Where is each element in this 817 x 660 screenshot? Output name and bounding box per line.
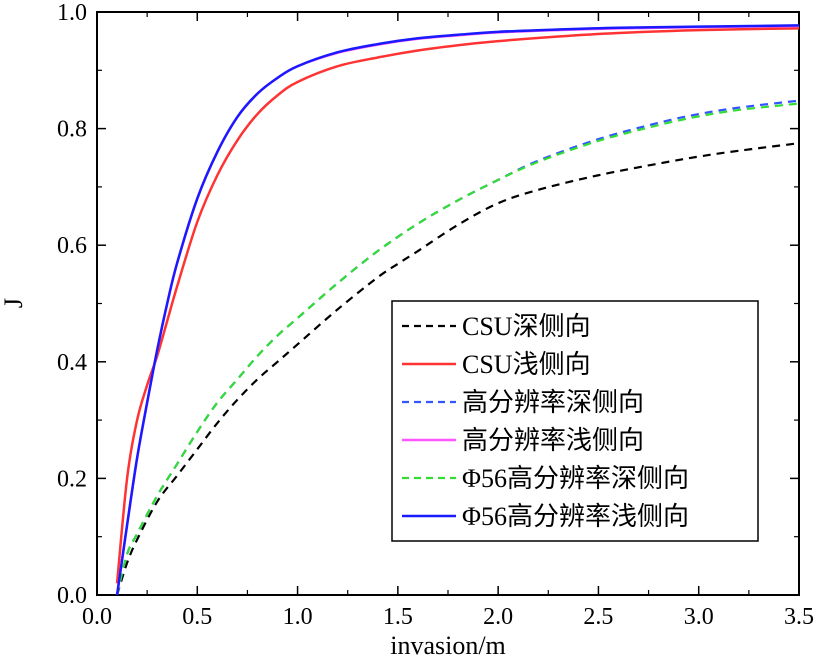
y-tick-label: 0.4 — [57, 350, 87, 376]
legend-label-4: 高分辨率浅侧向 — [462, 426, 644, 455]
x-tick-label: 3.0 — [684, 604, 714, 630]
series-line-1 — [116, 142, 799, 595]
x-tick-label: 0.5 — [182, 604, 212, 630]
series-line-6 — [115, 24, 799, 595]
y-tick-label: 0.2 — [57, 466, 87, 492]
legend-label-6: Φ56高分辨率浅侧向 — [462, 502, 689, 531]
series-line-2 — [115, 27, 799, 584]
x-axis-label: invasion/m — [390, 631, 506, 660]
y-tick-label: 0.8 — [57, 117, 87, 143]
x-tick-label: 1.5 — [383, 604, 413, 630]
y-tick-label: 1.0 — [57, 0, 87, 26]
legend-label-3: 高分辨率深侧向 — [462, 388, 644, 417]
y-axis-label: J — [0, 298, 28, 308]
legend-label-1: CSU深侧向 — [462, 312, 591, 341]
x-tick-label: 1.0 — [283, 604, 313, 630]
legend-label-2: CSU浅侧向 — [462, 350, 591, 379]
x-tick-label: 0.0 — [82, 604, 112, 630]
x-tick-label: 2.5 — [583, 604, 613, 630]
series-line-5 — [115, 102, 799, 595]
y-axis: 0.0 0.2 0.4 0.6 0.8 1.0 — [57, 0, 799, 609]
x-tick-label: 2.0 — [483, 604, 513, 630]
legend-label-5: Φ56高分辨率深侧向 — [462, 464, 689, 493]
y-tick-label: 0.0 — [57, 583, 87, 609]
legend-box — [391, 300, 759, 542]
series-layer — [115, 24, 799, 595]
x-tick-label: 3.5 — [784, 604, 814, 630]
x-axis: 0.0 0.5 1.0 1.5 2.0 2.5 3.0 3.5 — [82, 12, 814, 630]
y-tick-label: 0.6 — [57, 233, 87, 259]
